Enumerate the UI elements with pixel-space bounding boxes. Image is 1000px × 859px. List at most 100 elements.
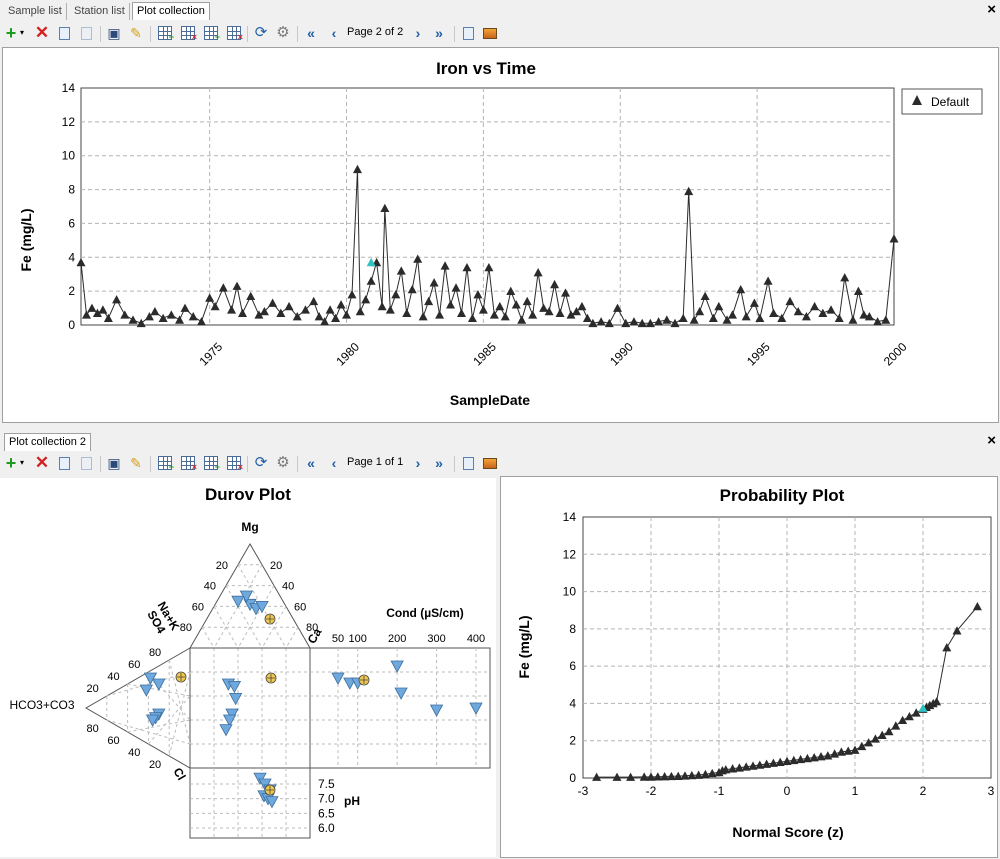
- edit-pencil-icon[interactable]: ✎: [130, 25, 142, 41]
- paste-icon[interactable]: [78, 25, 94, 41]
- next-page-icon[interactable]: ›: [415, 455, 421, 471]
- add-icon[interactable]: +: [5, 453, 17, 473]
- data-point: [511, 300, 521, 309]
- cond-tick-label: 400: [467, 633, 485, 645]
- data-point: [612, 772, 622, 781]
- data-point: [246, 291, 256, 301]
- x-axis-label: Normal Score (z): [732, 824, 843, 840]
- data-point: [309, 296, 319, 306]
- first-page-icon[interactable]: «: [307, 455, 315, 471]
- data-point: [361, 295, 371, 304]
- data-point: [413, 254, 423, 263]
- tab-sample-list[interactable]: Sample list: [4, 3, 67, 20]
- cation-tick-left: 20: [216, 560, 228, 572]
- remove-grid-icon[interactable]: ×: [180, 455, 197, 472]
- delete-grid-icon[interactable]: ×: [226, 25, 243, 42]
- data-point: [870, 734, 880, 743]
- previous-page-icon[interactable]: ‹: [331, 455, 337, 471]
- data-point: [768, 758, 778, 767]
- y-tick-label: 10: [62, 149, 76, 163]
- bottom-tab-strip: Plot collection 2 ×: [0, 431, 1000, 451]
- data-point: [700, 769, 710, 779]
- data-point: [98, 305, 108, 314]
- data-point: [391, 290, 401, 299]
- save-icon[interactable]: ▣: [107, 455, 121, 471]
- data-point: [884, 726, 894, 736]
- data-point: [762, 759, 772, 768]
- x-tick-label: 1985: [470, 340, 499, 369]
- x-tick-label: -1: [714, 784, 725, 798]
- edit-pencil-icon[interactable]: ✎: [130, 455, 142, 471]
- data-point: [218, 283, 228, 292]
- data-point: [210, 301, 220, 311]
- remove-grid-icon[interactable]: ×: [180, 25, 197, 42]
- copy-icon[interactable]: [56, 455, 72, 471]
- x-tick-label: 2: [920, 784, 927, 798]
- refresh-icon[interactable]: ⟳: [254, 454, 268, 471]
- data-point: [769, 308, 779, 317]
- add-grid-icon[interactable]: +: [157, 455, 174, 472]
- last-page-icon[interactable]: »: [435, 25, 443, 41]
- image-export-icon[interactable]: [482, 455, 498, 471]
- cond-box: [309, 647, 491, 769]
- cation-tick-left: 80: [180, 622, 192, 634]
- settings-gears-icon[interactable]: ⚙: [276, 454, 290, 471]
- anion-tick-bottom: 20: [149, 759, 161, 771]
- properties-icon[interactable]: [460, 25, 476, 41]
- save-icon[interactable]: ▣: [107, 25, 121, 41]
- last-page-icon[interactable]: »: [435, 455, 443, 471]
- settings-gears-icon[interactable]: ⚙: [276, 24, 290, 41]
- data-point: [763, 276, 773, 285]
- data-point: [748, 761, 758, 770]
- data-point: [864, 312, 874, 321]
- durov-data-point: [331, 672, 345, 685]
- tab-plot-collection-2[interactable]: Plot collection 2: [4, 433, 92, 451]
- durov-data-point: [390, 660, 404, 673]
- anion-grid-line: [148, 671, 191, 721]
- data-point: [707, 768, 717, 778]
- close-icon[interactable]: ×: [987, 1, 996, 18]
- delete-icon[interactable]: ✕: [34, 453, 50, 472]
- data-point: [911, 708, 921, 717]
- tab-plot-collection[interactable]: Plot collection: [132, 2, 210, 20]
- y-tick-label: 4: [569, 696, 576, 710]
- copy-icon[interactable]: [56, 25, 72, 41]
- close-icon[interactable]: ×: [987, 432, 996, 449]
- add-grid-row-icon[interactable]: +: [203, 455, 220, 472]
- dropdown-arrow-icon[interactable]: ▾: [19, 458, 24, 467]
- data-point: [561, 288, 571, 297]
- data-point: [843, 746, 853, 755]
- ph-tick-label: 6.5: [318, 806, 335, 820]
- data-point: [749, 298, 759, 307]
- image-export-icon[interactable]: [482, 25, 498, 41]
- cation-tick-left: 40: [204, 581, 216, 593]
- properties-icon[interactable]: [460, 455, 476, 471]
- mg-label: Mg: [241, 520, 258, 534]
- first-page-icon[interactable]: «: [307, 25, 315, 41]
- delete-grid-icon[interactable]: ×: [226, 455, 243, 472]
- cond-tick-label: 200: [388, 633, 406, 645]
- paste-icon[interactable]: [78, 455, 94, 471]
- add-icon[interactable]: +: [5, 23, 17, 43]
- y-tick-label: 14: [62, 81, 76, 95]
- durov-data-point: [219, 724, 233, 737]
- previous-page-icon[interactable]: ‹: [331, 25, 337, 41]
- delete-icon[interactable]: ✕: [34, 23, 50, 42]
- data-point: [700, 291, 710, 301]
- data-point: [166, 310, 176, 319]
- tab-station-list[interactable]: Station list: [70, 3, 130, 20]
- durov-data-point: [469, 702, 483, 715]
- data-point: [347, 290, 357, 299]
- ph-box: [189, 767, 311, 839]
- cation-tick-right: 40: [282, 581, 294, 593]
- dropdown-arrow-icon[interactable]: ▾: [19, 28, 24, 37]
- data-point: [662, 315, 672, 324]
- next-page-icon[interactable]: ›: [415, 25, 421, 41]
- add-grid-icon[interactable]: +: [157, 25, 174, 42]
- data-point: [528, 310, 538, 319]
- add-grid-row-icon[interactable]: +: [203, 25, 220, 42]
- data-point: [292, 312, 302, 321]
- refresh-icon[interactable]: ⟳: [254, 24, 268, 41]
- anion-tick-top: 80: [149, 647, 161, 659]
- data-point: [777, 313, 787, 323]
